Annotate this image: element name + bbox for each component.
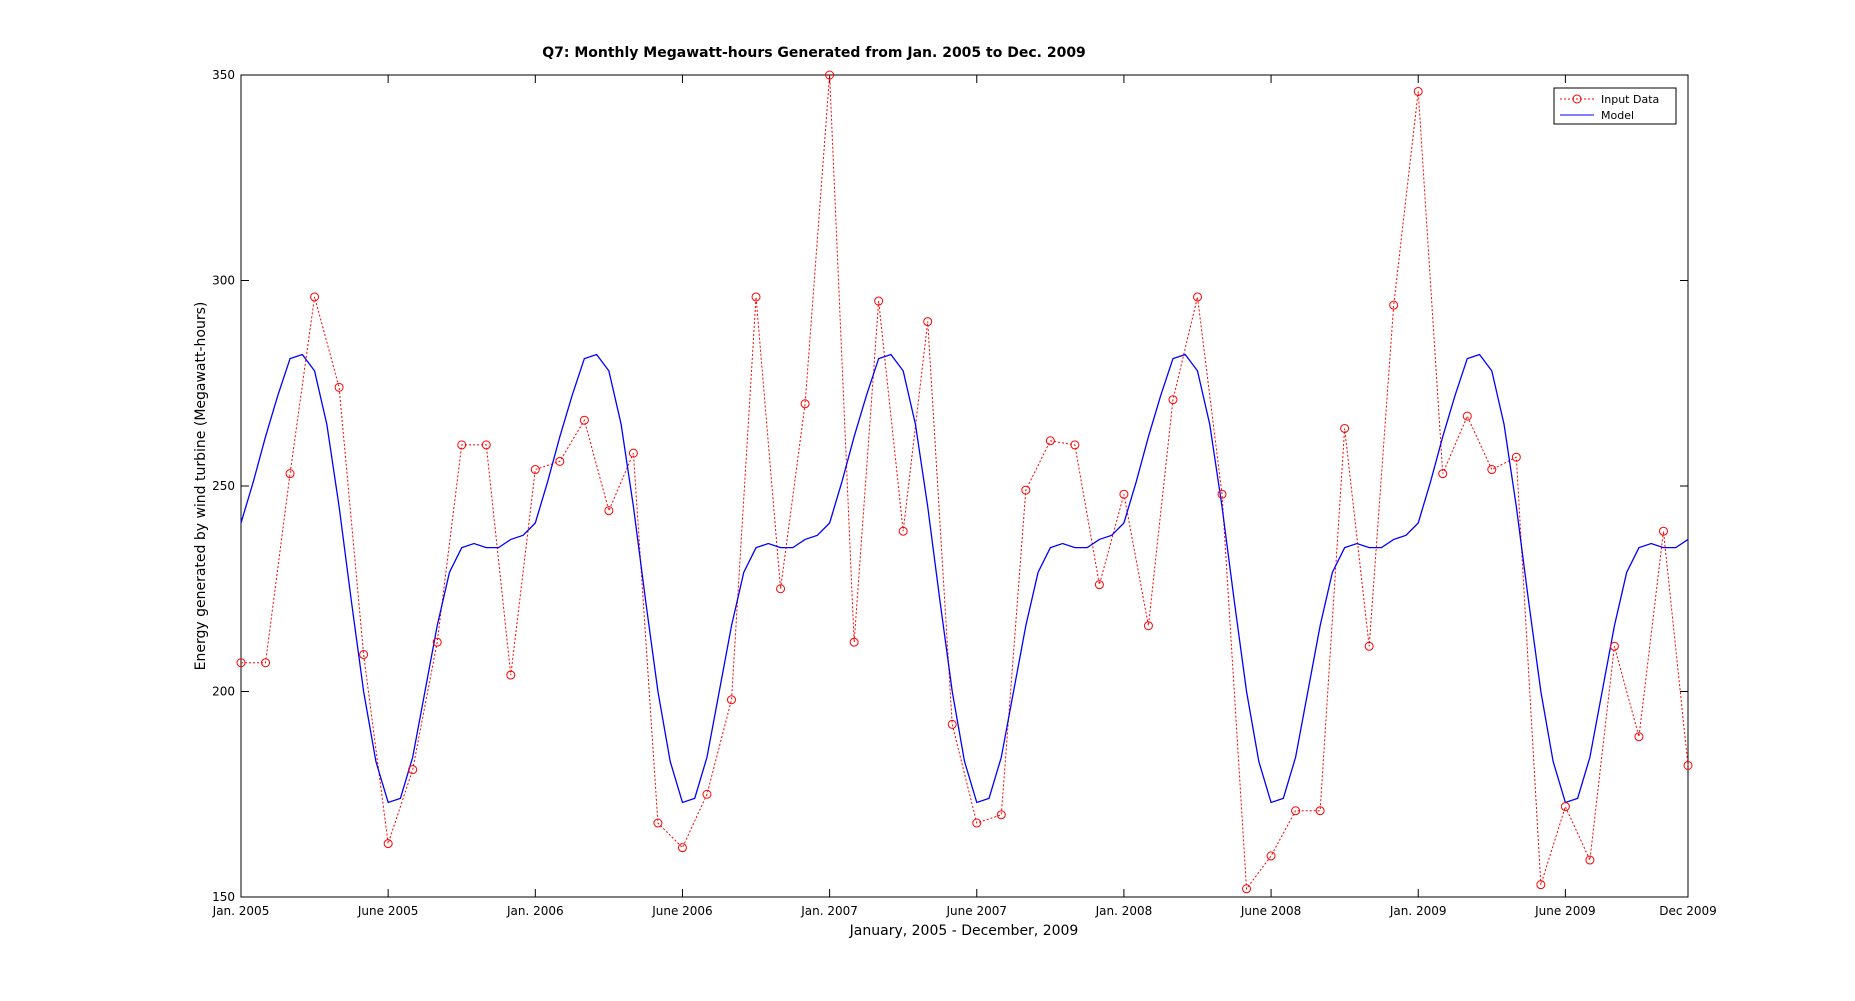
input-data-point [1119, 489, 1129, 499]
input-data-point [1560, 802, 1570, 812]
input-data-point [825, 70, 835, 80]
input-data-point [1634, 732, 1644, 742]
input-data-point [457, 440, 467, 450]
x-tick-label: Jan. 2007 [800, 904, 858, 918]
input-data-point [628, 448, 638, 458]
input-data-point [1536, 880, 1546, 890]
x-tick-label: June 2006 [651, 904, 713, 918]
input-data-point [1609, 641, 1619, 651]
y-axis-label: Energy generated by wind turbine (Megawa… [193, 302, 209, 671]
input-data-point [1168, 395, 1178, 405]
input-data-point [481, 440, 491, 450]
input-data-point [432, 637, 442, 647]
input-data-point [579, 415, 589, 425]
y-tick-label: 300 [212, 274, 235, 288]
input-data-point [359, 650, 369, 660]
series-layer [236, 70, 1693, 894]
x-axis-ticks: Jan. 2005 June 2005 Jan. 2006 June 2006 Jan.… [212, 75, 1717, 918]
input-data-point [1070, 440, 1080, 450]
legend: Input Data Model [1553, 87, 1677, 125]
input-data-point [1487, 465, 1497, 475]
input-data-point [236, 658, 246, 668]
input-data-point [334, 382, 344, 392]
input-data-point [408, 765, 418, 775]
input-data-point [1340, 423, 1350, 433]
input-data-point [530, 465, 540, 475]
input-data-point [1045, 436, 1055, 446]
x-tick-label: June 2009 [1534, 904, 1596, 918]
y-tick-label: 350 [212, 68, 235, 82]
input-data-point [849, 637, 859, 647]
input-data-point [1364, 641, 1374, 651]
y-tick-label: 150 [212, 890, 235, 904]
input-data-point [555, 456, 565, 466]
input-data-point [1389, 300, 1399, 310]
input-data-point [923, 317, 933, 327]
input-data-point [727, 695, 737, 705]
input-data-point [1242, 884, 1252, 894]
input-data-point [776, 584, 786, 594]
input-data-point [800, 399, 810, 409]
input-data-point [506, 670, 516, 680]
input-data-point [1585, 855, 1595, 865]
x-tick-label: Dec 2009 [1659, 904, 1717, 918]
input-data-point [677, 843, 687, 853]
input-data-point [874, 296, 884, 306]
input-data-point [702, 789, 712, 799]
input-data-point [1658, 526, 1668, 536]
x-tick-label: Jan. 2009 [1389, 904, 1447, 918]
input-data-point [1462, 411, 1472, 421]
input-data-point [1094, 580, 1104, 590]
x-axis-label: January, 2005 - December, 2009 [849, 923, 1079, 939]
input-data-point [1413, 86, 1423, 96]
input-data-point [1143, 621, 1153, 631]
legend-input-data-label: Input Data [1601, 93, 1659, 106]
y-tick-label: 250 [212, 479, 235, 493]
legend-box [1553, 87, 1677, 125]
input-data-point [310, 292, 320, 302]
input-data-point [1192, 292, 1202, 302]
chart-title: Q7: Monthly Megawatt-hours Generated fro… [542, 45, 1086, 61]
input-data-point [383, 839, 393, 849]
input-data-point [898, 526, 908, 536]
model-line [240, 353, 1689, 804]
x-tick-label: Jan. 2006 [506, 904, 564, 918]
input-data-point [653, 818, 663, 828]
input-data-point [972, 818, 982, 828]
input-data-point [261, 658, 271, 668]
input-data-point [751, 292, 761, 302]
legend-model-label: Model [1601, 109, 1634, 122]
x-tick-label: Jan. 2008 [1095, 904, 1153, 918]
x-tick-label: June 2007 [946, 904, 1008, 918]
input-data-point [1021, 485, 1031, 495]
input-data-point [1315, 806, 1325, 816]
x-tick-label: Jan. 2005 [212, 904, 270, 918]
input-data-point [947, 719, 957, 729]
input-data-point [1266, 851, 1276, 861]
x-tick-label: June 2008 [1240, 904, 1302, 918]
input-data-point [996, 810, 1006, 820]
y-tick-label: 200 [212, 685, 235, 699]
input-data-point [1683, 760, 1693, 770]
input-data-point [1217, 489, 1227, 499]
legend-input-data-marker [1572, 94, 1582, 104]
input-data-point [1511, 452, 1521, 462]
input-data-point [1438, 469, 1448, 479]
input-data-point [285, 469, 295, 479]
x-tick-label: June 2005 [357, 904, 419, 918]
input-data-point [1291, 806, 1301, 816]
input-data-point [604, 506, 614, 516]
y-axis-ticks: 150 200 250 300 350 [212, 68, 1688, 904]
